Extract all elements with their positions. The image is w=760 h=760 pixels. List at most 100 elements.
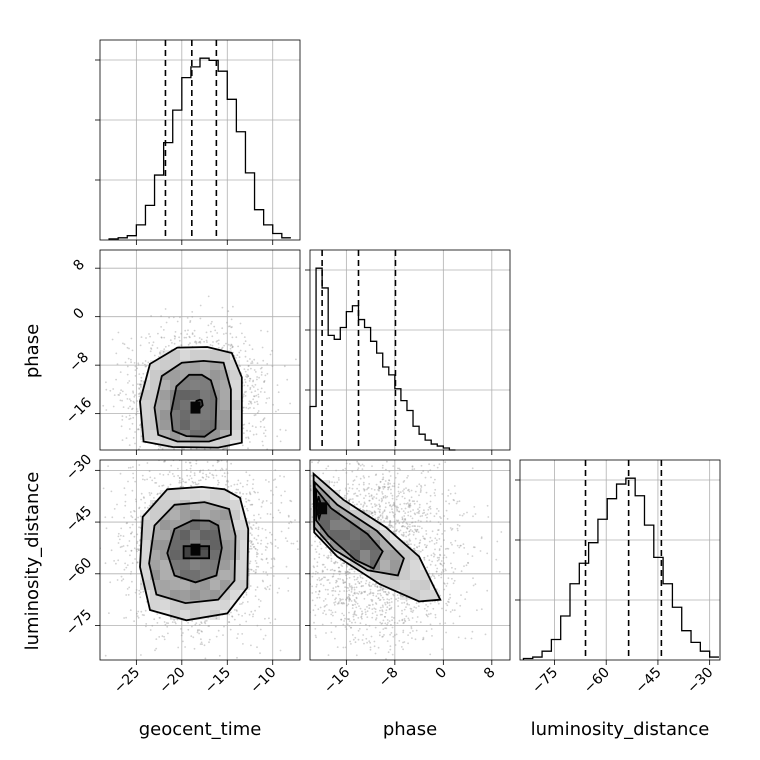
scatter-point bbox=[360, 592, 362, 595]
scatter-point bbox=[245, 500, 248, 503]
scatter-point bbox=[334, 569, 336, 572]
scatter-point bbox=[378, 486, 380, 489]
scatter-point bbox=[361, 617, 363, 620]
scatter-point bbox=[270, 502, 272, 504]
scatter-point bbox=[419, 491, 422, 493]
scatter-point bbox=[149, 350, 152, 353]
scatter-point bbox=[385, 593, 388, 596]
scatter-point bbox=[400, 525, 403, 528]
scatter-point bbox=[132, 416, 135, 419]
scatter-point bbox=[241, 450, 243, 452]
scatter-point bbox=[198, 479, 200, 482]
scatter-point bbox=[353, 493, 355, 495]
scatter-point bbox=[401, 534, 404, 537]
scatter-point bbox=[201, 476, 204, 479]
scatter-point bbox=[429, 563, 432, 566]
scatter-point bbox=[192, 456, 194, 458]
scatter-point bbox=[420, 489, 422, 492]
scatter-point bbox=[411, 468, 414, 471]
scatter-point bbox=[333, 667, 335, 669]
scatter-point bbox=[305, 512, 307, 514]
scatter-point bbox=[199, 470, 201, 472]
density-cell bbox=[140, 550, 150, 560]
scatter-point bbox=[199, 479, 202, 482]
scatter-point bbox=[368, 499, 371, 502]
scatter-point bbox=[370, 512, 373, 515]
scatter-point bbox=[455, 602, 458, 605]
scatter-point bbox=[364, 582, 367, 585]
scatter-point bbox=[247, 447, 249, 450]
density-cell bbox=[200, 400, 210, 410]
scatter-point bbox=[433, 575, 435, 578]
scatter-point bbox=[193, 335, 196, 337]
scatter-point bbox=[144, 363, 146, 366]
scatter-point bbox=[249, 585, 252, 587]
scatter-point bbox=[200, 641, 203, 644]
scatter-point bbox=[135, 412, 138, 415]
scatter-point bbox=[388, 608, 391, 611]
scatter-point bbox=[332, 575, 335, 578]
scatter-point bbox=[437, 510, 440, 512]
scatter-point bbox=[196, 483, 199, 486]
scatter-point bbox=[376, 517, 379, 519]
scatter-point bbox=[256, 400, 258, 403]
density-cell bbox=[390, 560, 400, 570]
scatter-point bbox=[228, 621, 230, 623]
scatter-point bbox=[136, 550, 138, 553]
scatter-point bbox=[442, 569, 444, 571]
scatter-point bbox=[378, 516, 380, 519]
scatter-point bbox=[347, 618, 350, 621]
scatter-point bbox=[387, 482, 390, 484]
scatter-point bbox=[245, 493, 248, 495]
scatter-point bbox=[195, 460, 198, 462]
scatter-point bbox=[185, 461, 187, 464]
scatter-point bbox=[239, 482, 242, 485]
scatter-point bbox=[226, 321, 228, 324]
density-cell bbox=[160, 390, 170, 400]
contour-line bbox=[139, 346, 243, 449]
scatter-point bbox=[397, 519, 400, 522]
scatter-point bbox=[252, 570, 255, 572]
scatter-point bbox=[200, 621, 203, 623]
scatter-point bbox=[422, 470, 425, 472]
scatter-point bbox=[127, 466, 130, 469]
scatter-point bbox=[459, 604, 462, 607]
scatter-point bbox=[379, 481, 382, 483]
scatter-point bbox=[339, 598, 341, 600]
scatter-point bbox=[128, 540, 131, 542]
scatter-point bbox=[134, 558, 137, 560]
scatter-point bbox=[133, 620, 136, 623]
scatter-point bbox=[389, 504, 391, 507]
scatter-point bbox=[120, 527, 123, 530]
scatter-point bbox=[164, 345, 167, 348]
scatter-point bbox=[337, 585, 340, 588]
scatter-point bbox=[230, 350, 232, 353]
scatter-point bbox=[408, 538, 411, 541]
scatter-point bbox=[347, 483, 349, 486]
scatter-point bbox=[448, 601, 450, 603]
scatter-point bbox=[318, 590, 321, 593]
scatter-point bbox=[227, 486, 230, 488]
scatter-point bbox=[426, 502, 428, 505]
scatter-point bbox=[388, 501, 390, 504]
scatter-point bbox=[109, 389, 112, 392]
scatter-point bbox=[171, 621, 174, 623]
scatter-point bbox=[350, 643, 352, 645]
scatter-point bbox=[389, 645, 392, 648]
scatter-point bbox=[408, 530, 411, 533]
scatter-point bbox=[392, 514, 395, 517]
scatter-point bbox=[314, 535, 317, 538]
scatter-point bbox=[401, 525, 404, 527]
scatter-point bbox=[319, 458, 321, 460]
scatter-point bbox=[122, 578, 125, 581]
scatter-point bbox=[161, 448, 164, 450]
scatter-point bbox=[357, 462, 360, 465]
scatter-point bbox=[128, 428, 131, 430]
scatter-point bbox=[194, 340, 197, 343]
scatter-point bbox=[443, 515, 445, 517]
scatter-point bbox=[358, 483, 361, 486]
scatter-point bbox=[412, 661, 414, 663]
scatter-point bbox=[97, 611, 99, 613]
scatter-point bbox=[371, 497, 374, 499]
scatter-point bbox=[348, 576, 351, 579]
